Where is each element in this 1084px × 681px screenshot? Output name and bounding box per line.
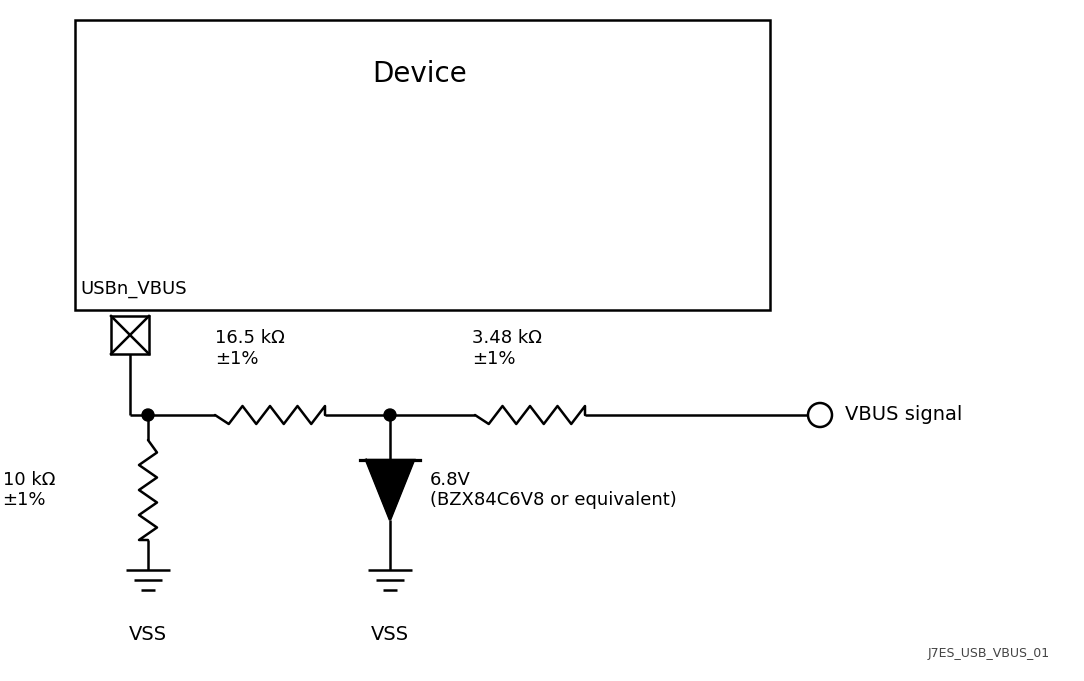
Bar: [75, 20, 770, 310]
Circle shape: [142, 409, 154, 421]
Text: VSS: VSS: [129, 625, 167, 644]
Bar: [111, 316, 149, 354]
Text: VBUS signal: VBUS signal: [846, 405, 963, 424]
Text: Device: Device: [373, 60, 467, 88]
Text: 3.48 kΩ
±1%: 3.48 kΩ ±1%: [472, 329, 542, 368]
Text: J7ES_USB_VBUS_01: J7ES_USB_VBUS_01: [928, 647, 1050, 660]
Text: 6.8V
(BZX84C6V8 or equivalent): 6.8V (BZX84C6V8 or equivalent): [430, 471, 676, 509]
Text: USBn_VBUS: USBn_VBUS: [80, 280, 186, 298]
Text: VSS: VSS: [371, 625, 409, 644]
Text: 10 kΩ
±1%: 10 kΩ ±1%: [2, 471, 55, 509]
Polygon shape: [366, 460, 414, 520]
Text: 16.5 kΩ
±1%: 16.5 kΩ ±1%: [215, 329, 285, 368]
Circle shape: [808, 403, 833, 427]
Circle shape: [384, 409, 396, 421]
